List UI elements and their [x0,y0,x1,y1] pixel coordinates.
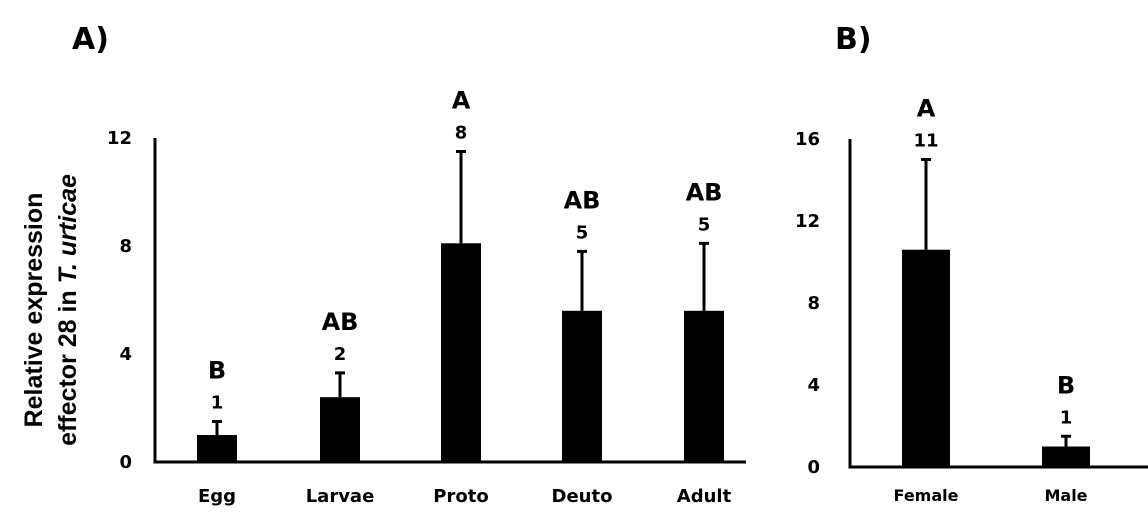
y-tick-label: 16 [795,129,820,150]
value-label-male: 1 [1060,407,1073,428]
significance-label-male: B [1057,371,1075,399]
x-tick-label-larvae: Larvae [306,486,375,507]
x-tick-label-male: Male [1044,486,1087,505]
significance-label-female: A [917,95,936,123]
bar-larvae [320,397,360,462]
x-tick-label-adult: Adult [677,486,732,507]
bar-deuto [562,310,602,462]
value-label-adult: 5 [698,214,711,235]
chart-b: 0 4 8 12 16 11 A Female 1 B Male [795,95,1148,505]
y-tick-label: 0 [807,457,820,478]
y-tick-label: 12 [107,128,132,149]
y-tick-label: 8 [807,293,820,314]
y-tick-label: 4 [807,375,820,396]
y-axis-title-number: 28 [54,319,82,347]
value-label-egg: 1 [211,393,224,414]
significance-label-egg: B [208,357,226,385]
y-axis-title-mid: in [54,283,82,319]
y-axis-title: Relative expression effector 28 in T. ur… [20,174,82,446]
bar-adult [684,310,724,462]
x-tick-label-female: Female [894,486,959,505]
bar-female [902,249,950,467]
significance-label-deuto: AB [564,186,601,214]
y-axis-title-line1: Relative expression [20,193,48,428]
value-label-larvae: 2 [334,344,347,365]
bar-proto [441,243,481,462]
significance-label-adult: AB [686,178,723,206]
x-tick-label-proto: Proto [433,486,488,507]
y-tick-label: 8 [119,236,132,257]
chart-a: 0 4 8 12 1 B Egg 2 AB Larvae 8 A Proto 5 AB Deuto 5 AB Adu… [107,87,746,507]
y-tick-label: 12 [795,211,820,232]
y-axis-title-prefix: effector [54,347,82,446]
y-tick-label: 4 [119,344,132,365]
bar-egg [197,435,237,462]
panel-a-label: A) [72,22,109,57]
value-label-deuto: 5 [576,222,589,243]
x-tick-label-deuto: Deuto [552,486,613,507]
significance-label-larvae: AB [322,308,359,336]
panel-b-label: B) [835,22,872,57]
y-axis-title-line2: effector 28 in T. urticae [54,174,82,446]
value-label-female: 11 [913,131,938,152]
y-tick-label: 0 [119,452,132,473]
value-label-proto: 8 [455,123,468,144]
significance-label-proto: A [452,87,471,115]
bar-male [1042,446,1090,467]
y-axis-title-species: T. urticae [54,174,82,283]
x-tick-label-egg: Egg [198,486,236,507]
